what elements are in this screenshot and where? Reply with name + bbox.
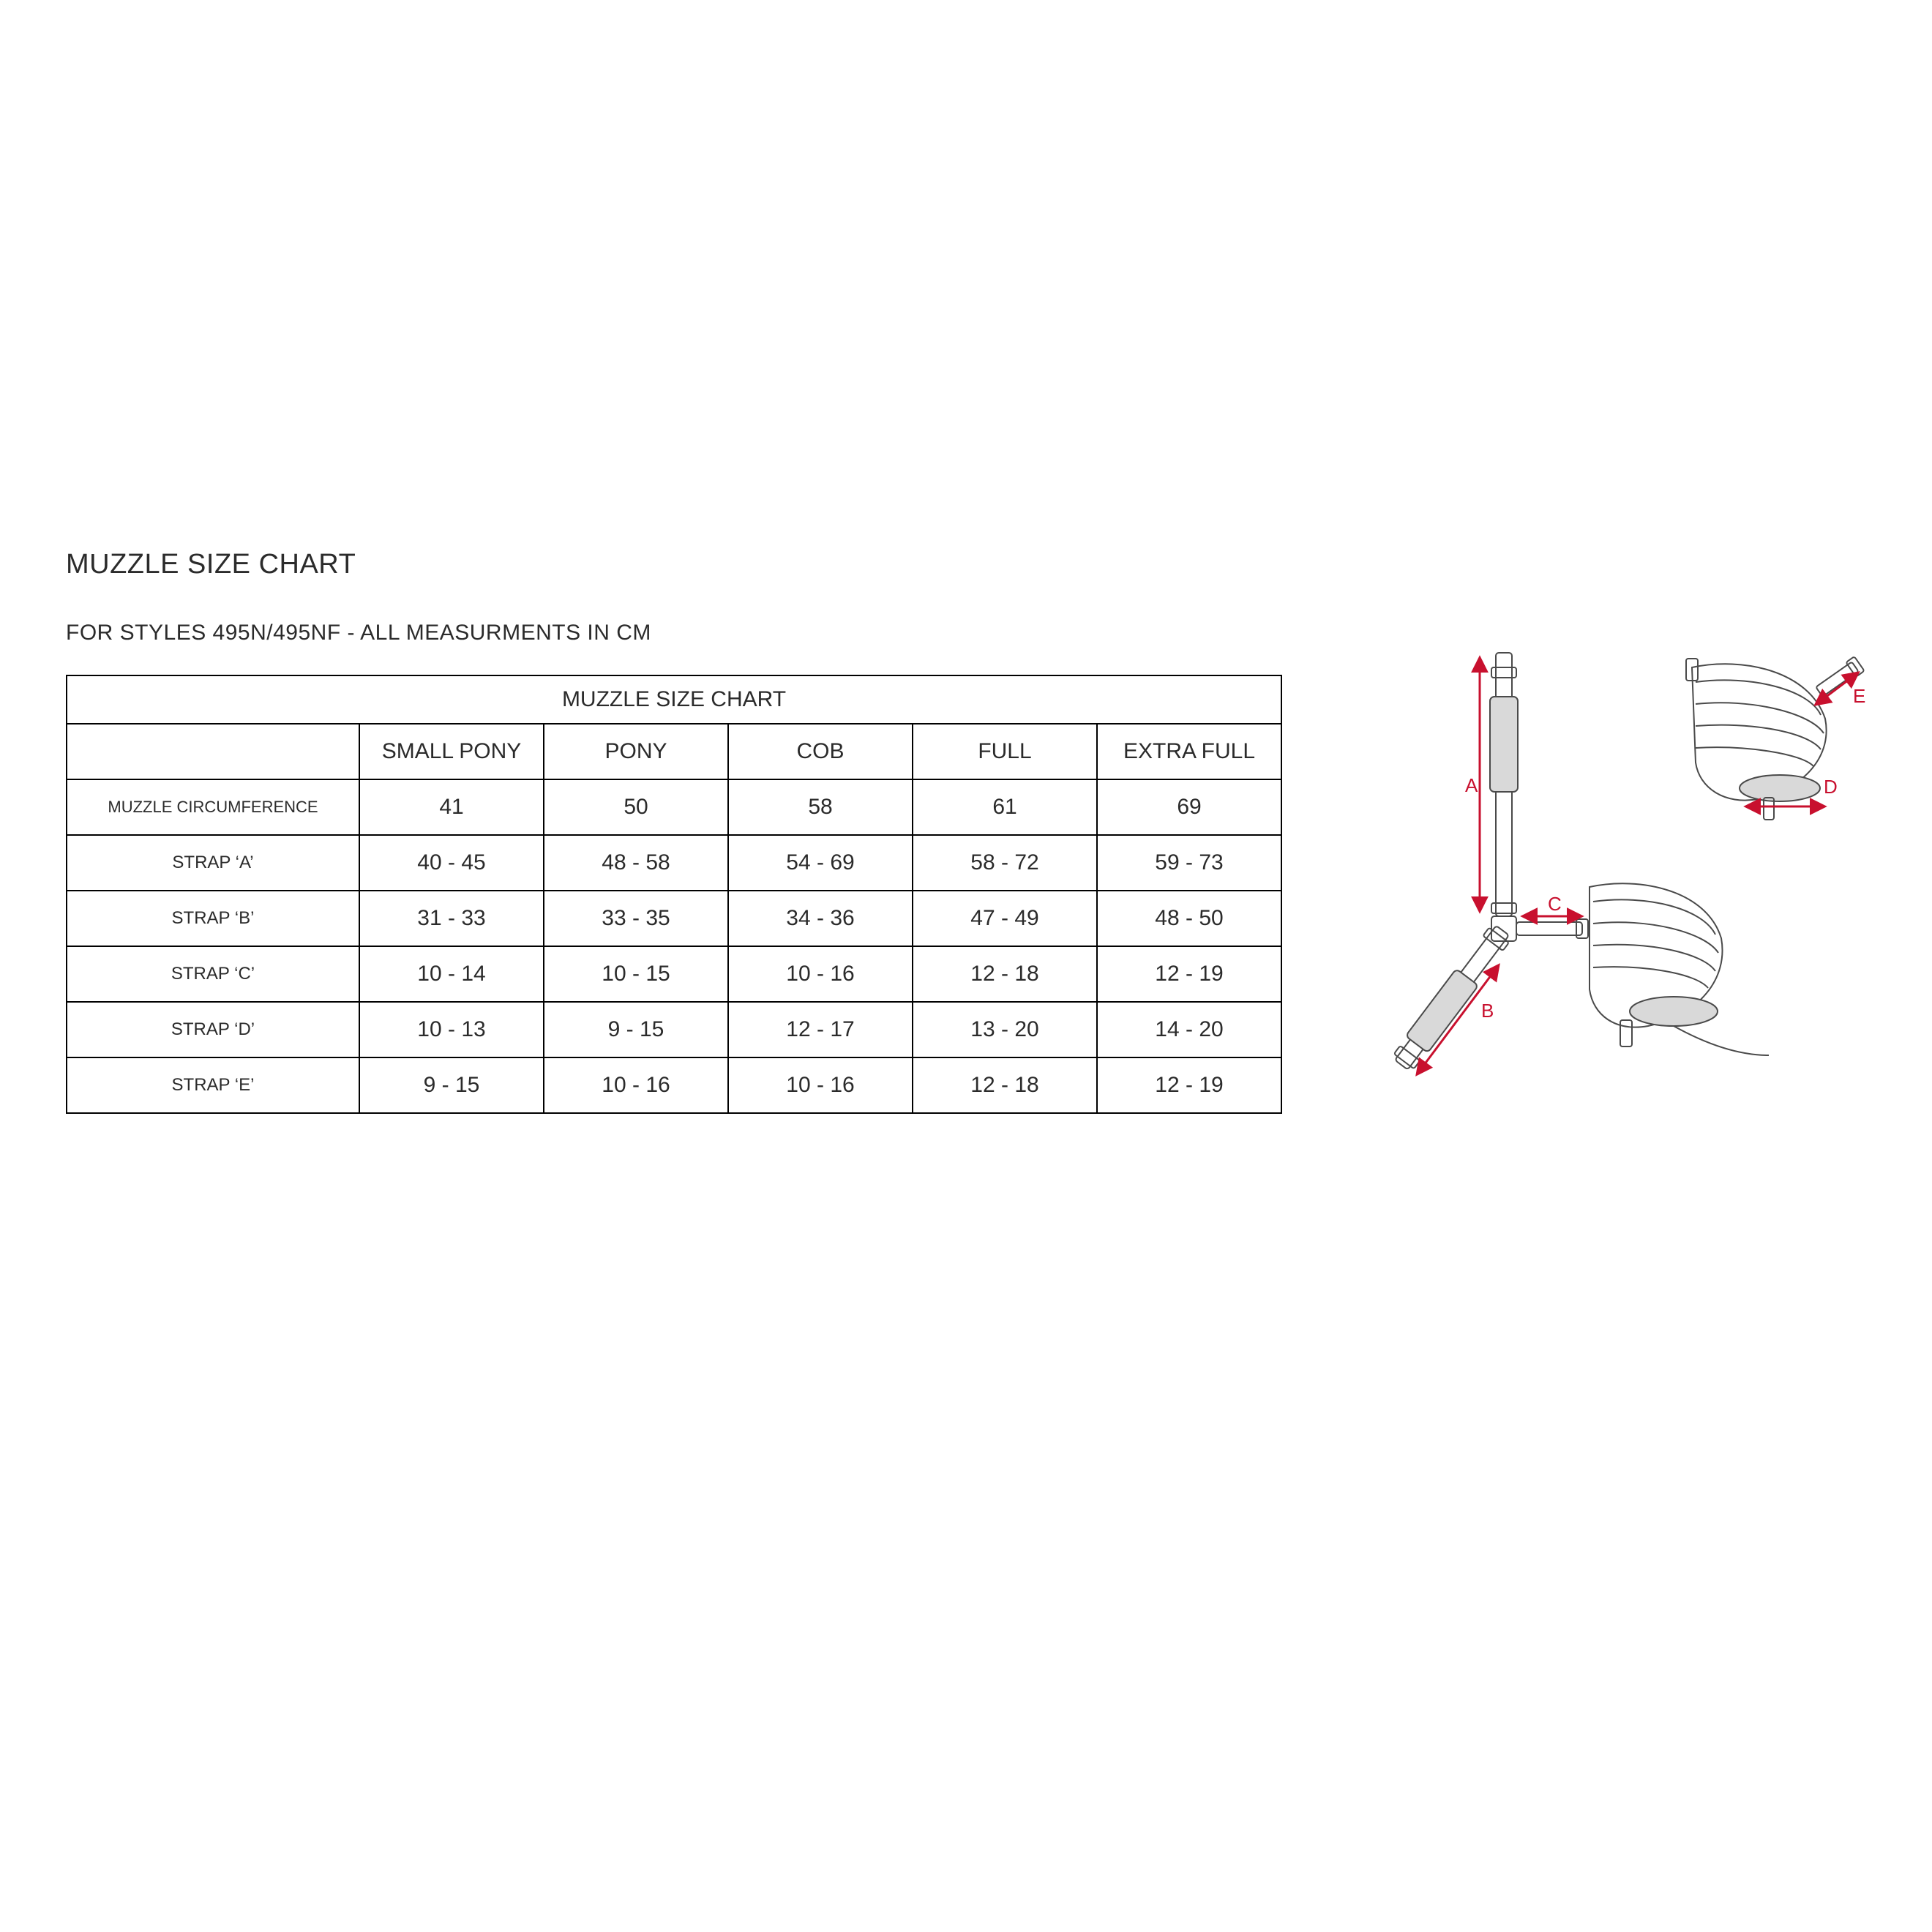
table-cell: 10 - 14	[359, 946, 544, 1002]
diagram-label-c: C	[1548, 893, 1562, 915]
table-cell: 10 - 13	[359, 1002, 544, 1057]
diagram-label-b: B	[1481, 1000, 1494, 1022]
table-row: STRAP ‘C’10 - 1410 - 1510 - 1612 - 1812 …	[67, 946, 1281, 1002]
table-cell: 9 - 15	[359, 1057, 544, 1113]
table-cell: 12 - 19	[1097, 946, 1281, 1002]
table-cell: 12 - 19	[1097, 1057, 1281, 1113]
table-header-blank	[67, 724, 359, 779]
page-subtitle: FOR STYLES 495N/495NF - ALL MEASURMENTS …	[66, 621, 1881, 645]
size-chart-table: MUZZLE SIZE CHART SMALL PONY PONY COB FU…	[66, 675, 1282, 1114]
table-row: STRAP ‘A’40 - 4548 - 5854 - 6958 - 7259 …	[67, 835, 1281, 891]
table-cell: 54 - 69	[728, 835, 913, 891]
table-header: SMALL PONY	[359, 724, 544, 779]
table-cell: 13 - 20	[913, 1002, 1097, 1057]
table-cell: 12 - 18	[913, 1057, 1097, 1113]
diagram-label-e: E	[1853, 685, 1865, 707]
table-header: COB	[728, 724, 913, 779]
table-cell: 50	[544, 779, 728, 835]
table-cell: 61	[913, 779, 1097, 835]
table-header: FULL	[913, 724, 1097, 779]
table-cell: 47 - 49	[913, 891, 1097, 946]
table-cell: 10 - 16	[728, 1057, 913, 1113]
table-cell: 14 - 20	[1097, 1002, 1281, 1057]
table-cell: 10 - 16	[728, 946, 913, 1002]
page-title: MUZZLE SIZE CHART	[66, 549, 1881, 580]
table-header: PONY	[544, 724, 728, 779]
table-cell: 12 - 17	[728, 1002, 913, 1057]
table-cell: 9 - 15	[544, 1002, 728, 1057]
table-row-label: MUZZLE CIRCUMFERENCE	[67, 779, 359, 835]
table-header: EXTRA FULL	[1097, 724, 1281, 779]
table-row-label: STRAP ‘C’	[67, 946, 359, 1002]
table-cell: 12 - 18	[913, 946, 1097, 1002]
table-cell: 58 - 72	[913, 835, 1097, 891]
measurement-diagram: A B C D E	[1341, 645, 1868, 1099]
table-row-label: STRAP ‘D’	[67, 1002, 359, 1057]
table-row-label: STRAP ‘E’	[67, 1057, 359, 1113]
table-row-label: STRAP ‘A’	[67, 835, 359, 891]
table-cell: 48 - 50	[1097, 891, 1281, 946]
table-header-row: SMALL PONY PONY COB FULL EXTRA FULL	[67, 724, 1281, 779]
table-cell: 41	[359, 779, 544, 835]
table-row: STRAP ‘D’10 - 139 - 1512 - 1713 - 2014 -…	[67, 1002, 1281, 1057]
diagram-label-a: A	[1465, 774, 1478, 796]
table-row: MUZZLE CIRCUMFERENCE4150586169	[67, 779, 1281, 835]
table-title: MUZZLE SIZE CHART	[67, 675, 1281, 724]
table-cell: 58	[728, 779, 913, 835]
table-cell: 34 - 36	[728, 891, 913, 946]
table-cell: 31 - 33	[359, 891, 544, 946]
table-cell: 48 - 58	[544, 835, 728, 891]
table-cell: 69	[1097, 779, 1281, 835]
table-row: STRAP ‘B’31 - 3333 - 3534 - 3647 - 4948 …	[67, 891, 1281, 946]
table-cell: 10 - 15	[544, 946, 728, 1002]
table-cell: 59 - 73	[1097, 835, 1281, 891]
table-row: STRAP ‘E’9 - 1510 - 1610 - 1612 - 1812 -…	[67, 1057, 1281, 1113]
table-cell: 40 - 45	[359, 835, 544, 891]
table-row-label: STRAP ‘B’	[67, 891, 359, 946]
table-cell: 33 - 35	[544, 891, 728, 946]
table-cell: 10 - 16	[544, 1057, 728, 1113]
diagram-label-d: D	[1824, 776, 1838, 798]
